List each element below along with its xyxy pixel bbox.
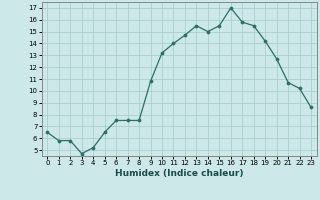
- X-axis label: Humidex (Indice chaleur): Humidex (Indice chaleur): [115, 169, 244, 178]
